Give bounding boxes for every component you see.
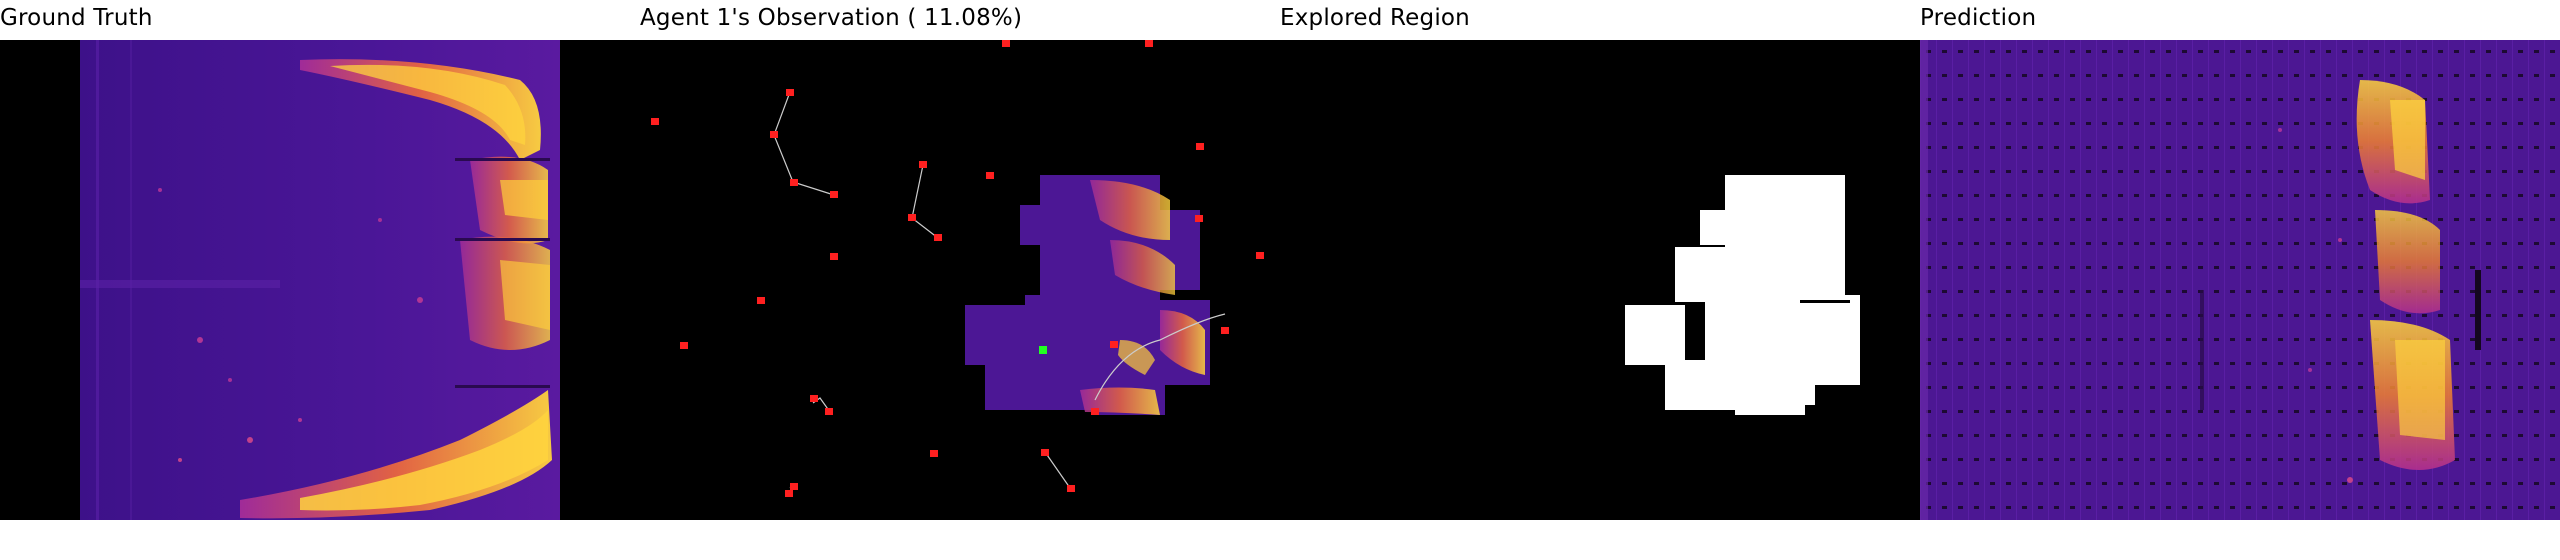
agent-marker [830, 253, 838, 260]
observed-region [965, 175, 1210, 415]
agent-marker [934, 234, 942, 241]
agent-marker [919, 161, 927, 168]
observation-panel: Agent 1's Observation ( 11.08%) [640, 0, 1280, 560]
agent-marker [1067, 485, 1075, 492]
ground-truth-title: Ground Truth [0, 5, 153, 31]
agent-marker [790, 179, 798, 186]
agent-marker [1221, 327, 1229, 334]
agent-marker [651, 118, 659, 125]
agent-marker [1091, 408, 1099, 415]
agent-marker [1196, 143, 1204, 150]
agent-marker [1002, 40, 1010, 47]
agent-marker [790, 483, 798, 490]
agent-marker [1256, 252, 1264, 259]
agent-marker [908, 214, 916, 221]
agent-marker [830, 191, 838, 198]
ground-truth-heatmap [0, 40, 640, 520]
observation-title: Agent 1's Observation ( 11.08%) [640, 5, 1023, 31]
agent-marker [786, 89, 794, 96]
agent-marker [785, 490, 793, 497]
explored-area [1625, 175, 1860, 415]
agent-marker [930, 450, 938, 457]
agent-marker [1195, 215, 1203, 222]
agent-marker [986, 172, 994, 179]
ground-truth-panel: Ground Truth [0, 0, 640, 560]
prediction-heatmap [1920, 40, 2560, 520]
agent-marker [1145, 40, 1153, 47]
agent-marker [825, 408, 833, 415]
agent-marker [680, 342, 688, 349]
agent-markers [651, 40, 1264, 497]
explored-region-mask [1280, 40, 1920, 520]
agent-marker [810, 395, 818, 402]
explored-title: Explored Region [1280, 5, 1470, 31]
current-agent-marker [1039, 346, 1047, 354]
agent-marker [1110, 341, 1118, 348]
agent-marker [770, 131, 778, 138]
observation-map [640, 40, 1280, 520]
prediction-title: Prediction [1920, 5, 2037, 31]
agent-marker [757, 297, 765, 304]
agent-marker [1041, 449, 1049, 456]
explored-panel: Explored Region [1280, 0, 1920, 560]
prediction-panel: Prediction [1920, 0, 2560, 560]
